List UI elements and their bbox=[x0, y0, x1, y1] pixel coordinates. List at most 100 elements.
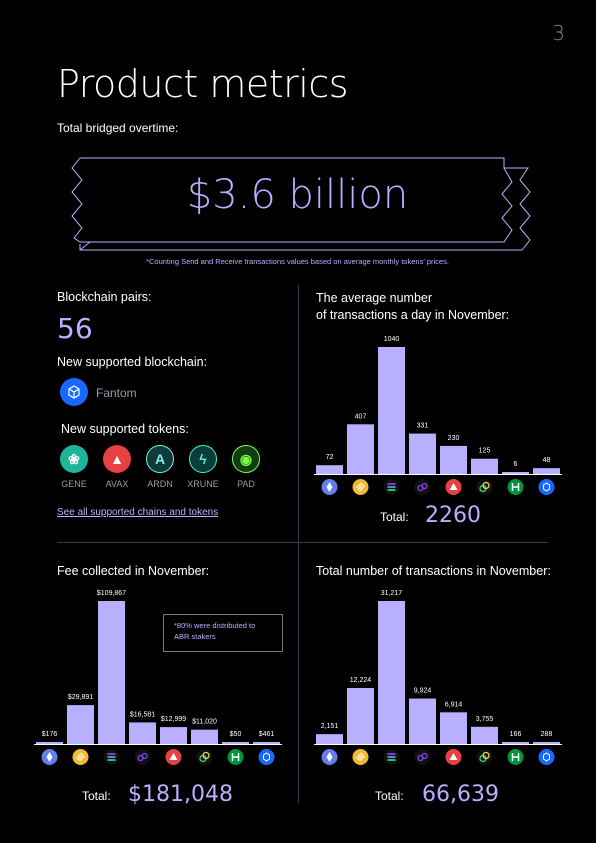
ethereum-icon bbox=[41, 749, 58, 765]
bar-value-label: $29,891 bbox=[68, 694, 93, 701]
bar-value-label: 6,914 bbox=[445, 701, 463, 708]
chart1-title-line1: The average number bbox=[316, 291, 433, 305]
pairs-value: 56 bbox=[57, 312, 93, 345]
bar bbox=[502, 742, 529, 744]
polygon-icon bbox=[414, 479, 431, 495]
bar-value-label: $461 bbox=[259, 731, 275, 738]
bar bbox=[160, 727, 187, 744]
bar bbox=[347, 688, 374, 744]
bar bbox=[98, 601, 125, 744]
bar bbox=[440, 712, 467, 744]
bar-value-label: $11,020 bbox=[192, 719, 217, 726]
bnb-icon bbox=[352, 749, 369, 765]
see-all-link[interactable]: See all supported chains and tokens bbox=[57, 507, 219, 518]
new-chain-name: Fantom bbox=[96, 386, 137, 400]
bar-value-label: 9,924 bbox=[414, 688, 432, 695]
bar-value-label: 407 bbox=[355, 413, 367, 420]
bar-value-label: 2,151 bbox=[321, 723, 339, 730]
avalanche-icon bbox=[445, 749, 462, 765]
bar-value-label: 48 bbox=[543, 457, 551, 464]
bar bbox=[440, 445, 467, 474]
bar-value-label: 288 bbox=[541, 731, 553, 738]
bar-value-label: $50 bbox=[230, 731, 242, 738]
chart3-total-transactions: 2,151 12,224 31,217 9,924 6,914 3,755 166 288 bbox=[314, 590, 562, 765]
chart1-total-value: 2260 bbox=[425, 503, 481, 528]
avalanche-icon bbox=[445, 479, 462, 495]
bar-value-label: 31,217 bbox=[381, 590, 403, 597]
heco-icon bbox=[227, 749, 244, 765]
chart3-total-label: Total: bbox=[375, 789, 404, 803]
chart2-total-value: $181,048 bbox=[128, 782, 233, 807]
bar-value-label: 6 bbox=[514, 461, 518, 468]
pairs-label: Blockchain pairs: bbox=[57, 290, 152, 304]
chart1-avg-transactions: 72 407 1040 331 230 125 6 48 bbox=[314, 336, 562, 495]
bar-value-label: 12,224 bbox=[350, 677, 372, 684]
pad-icon: ◉ bbox=[232, 445, 260, 473]
ethereum-icon bbox=[321, 749, 338, 765]
bar-value-label: 1040 bbox=[384, 336, 400, 343]
fee-note: *80% were distributed to ABR stakers bbox=[163, 614, 283, 652]
solana-icon bbox=[103, 749, 120, 765]
ardn-icon: A bbox=[146, 445, 174, 473]
bar-value-label: 166 bbox=[510, 731, 522, 738]
celo-icon bbox=[476, 479, 493, 495]
bar bbox=[533, 468, 560, 474]
page-number: 3 bbox=[552, 21, 565, 45]
chart1-title-line2: of transactions a day in November: bbox=[316, 308, 510, 322]
fantom-icon bbox=[258, 749, 275, 765]
chart3-total-value: 66,639 bbox=[422, 782, 499, 807]
bar bbox=[222, 742, 249, 744]
chart3-title: Total number of transactions in November… bbox=[316, 564, 551, 578]
page-title: Product metrics bbox=[57, 62, 349, 106]
bar bbox=[378, 347, 405, 474]
solana-icon bbox=[383, 749, 400, 765]
vertical-divider bbox=[298, 285, 299, 803]
gene-icon: ❀ bbox=[60, 445, 88, 473]
token-label: GENE bbox=[61, 479, 87, 489]
bar-value-label: 331 bbox=[417, 423, 429, 430]
token-label: PAD bbox=[237, 479, 255, 489]
solana-icon bbox=[383, 479, 400, 495]
fantom-icon bbox=[60, 378, 88, 406]
bar bbox=[191, 729, 218, 744]
polygon-icon bbox=[414, 749, 431, 765]
avax-icon: ▲ bbox=[103, 445, 131, 473]
bar-value-label: $109,867 bbox=[97, 590, 126, 597]
bar-value-label: $176 bbox=[42, 731, 58, 738]
bar-value-label: 3,755 bbox=[476, 716, 494, 723]
heco-icon bbox=[507, 749, 524, 765]
fantom-icon bbox=[538, 479, 555, 495]
bar bbox=[378, 601, 405, 744]
bar bbox=[471, 726, 498, 744]
bar bbox=[347, 424, 374, 474]
bar bbox=[502, 472, 529, 474]
bnb-icon bbox=[352, 479, 369, 495]
ethereum-icon bbox=[321, 479, 338, 495]
bar bbox=[67, 705, 94, 744]
new-tokens-label: New supported tokens: bbox=[61, 422, 189, 436]
token-label: AVAX bbox=[105, 479, 129, 489]
new-chain-label: New supported blockchain: bbox=[57, 355, 208, 369]
chart2-total-label: Total: bbox=[82, 789, 111, 803]
bar bbox=[471, 458, 498, 474]
bar bbox=[316, 734, 343, 744]
bar-value-label: 125 bbox=[479, 448, 491, 455]
polygon-icon bbox=[134, 749, 151, 765]
bar-value-label: $12,999 bbox=[161, 716, 186, 723]
token-label: ARDN bbox=[147, 479, 173, 489]
bar bbox=[409, 433, 436, 474]
bar bbox=[533, 742, 560, 744]
chart1-total-label: Total: bbox=[380, 510, 409, 524]
banner-frame bbox=[71, 157, 531, 251]
bar bbox=[316, 465, 343, 474]
chart1-title: The average number of transactions a day… bbox=[316, 290, 509, 324]
bar bbox=[253, 742, 280, 744]
horizontal-divider bbox=[57, 542, 548, 543]
bar bbox=[129, 722, 156, 744]
bar bbox=[36, 742, 63, 744]
bar-value-label: 72 bbox=[326, 454, 334, 461]
bnb-icon bbox=[72, 749, 89, 765]
chart2-fee-collected: $176 $29,891 $109,867 $16,581 $12,999 $11,020… bbox=[34, 590, 282, 765]
heco-icon bbox=[507, 479, 524, 495]
footnote: *Counting Send and Receive transactions … bbox=[146, 257, 449, 266]
